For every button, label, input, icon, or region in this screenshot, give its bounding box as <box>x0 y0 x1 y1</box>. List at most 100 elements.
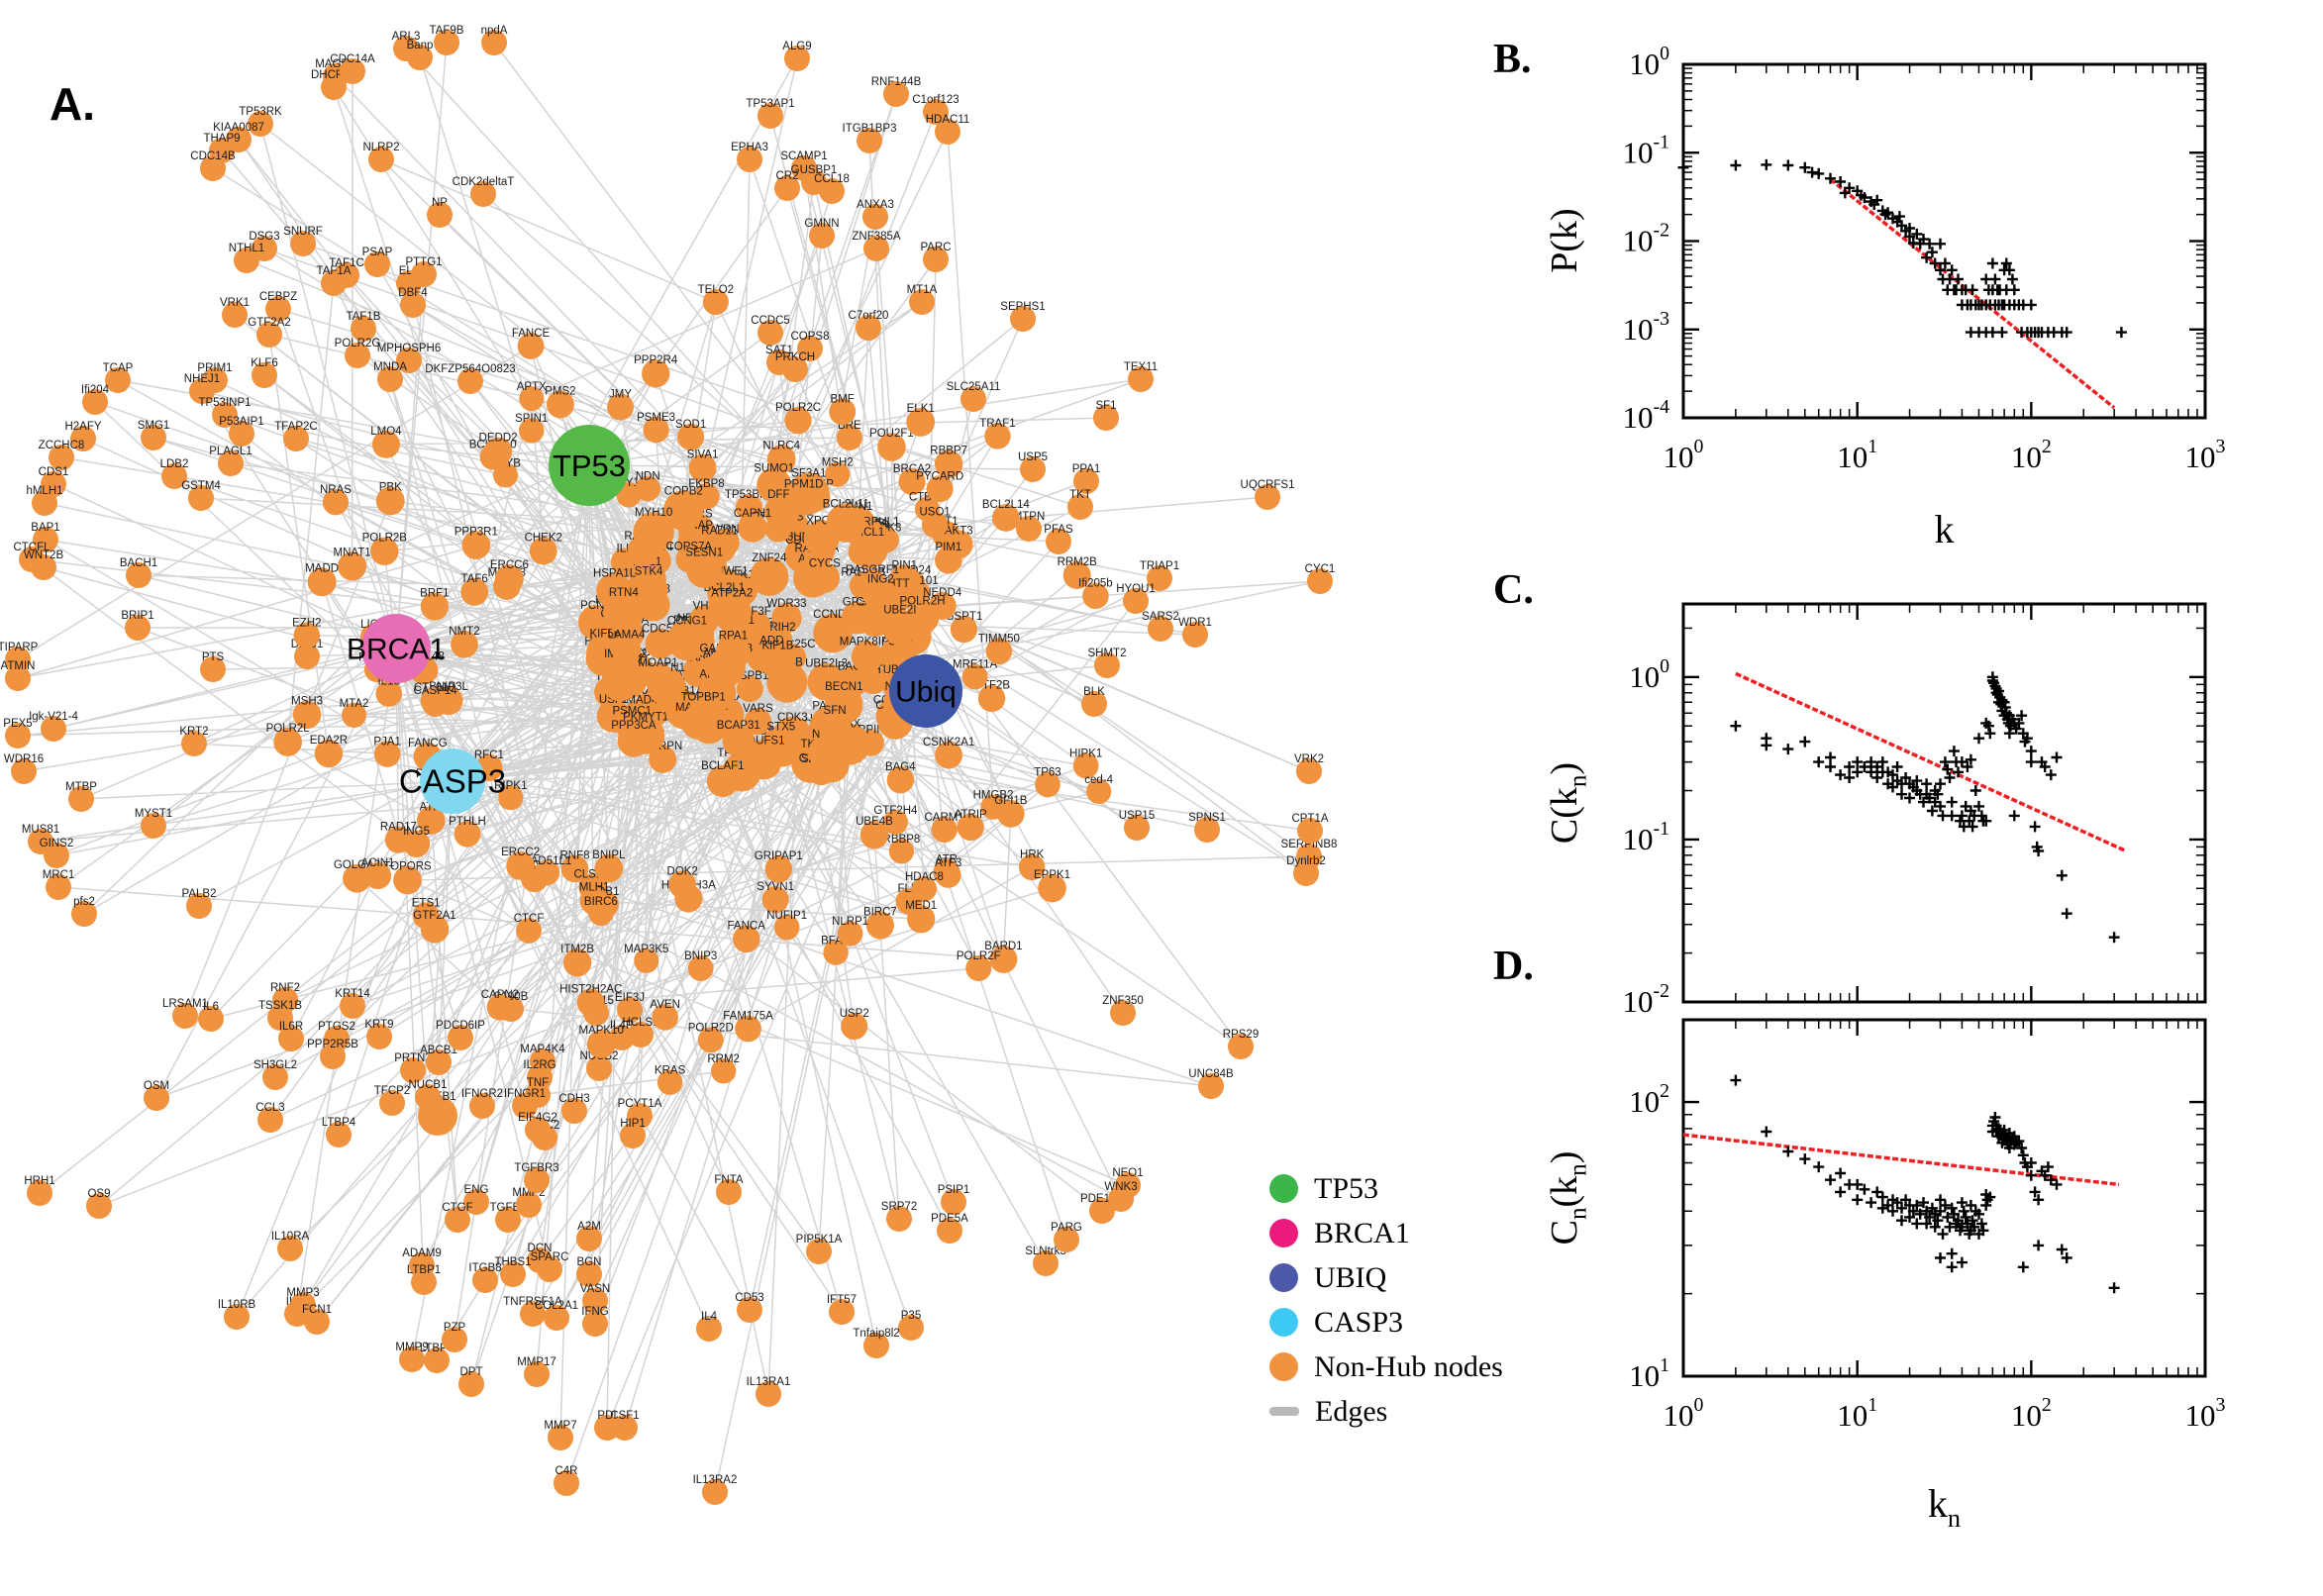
node-label: TOPORS <box>383 861 432 873</box>
network-node: MRE11A <box>953 659 998 690</box>
panel-c-label: C. <box>1493 567 1534 613</box>
network-node: IL6R <box>278 1021 304 1051</box>
node-label: PRTN3 <box>394 1052 432 1064</box>
node-label: WDR16 <box>4 753 44 765</box>
node-label: FKBP8 <box>688 478 724 490</box>
node-label: SERPINB8 <box>1281 839 1338 850</box>
node-label: KIF5B <box>590 628 622 640</box>
node-label: MPHOSPH6 <box>377 343 442 354</box>
node-label: MYH10 <box>635 507 672 519</box>
node-label: DBF4 <box>398 287 428 299</box>
node-label: LMO4 <box>370 426 402 438</box>
network-node: HDAC8 <box>905 871 944 902</box>
node-label: MNDA <box>373 361 407 373</box>
node-label: COL2A1 <box>535 1300 578 1312</box>
node-label: RASGRF1 <box>846 564 899 576</box>
network-node: BCLAF1 <box>701 760 745 798</box>
node-label: BMF <box>831 393 855 405</box>
network-node: SHMT2 <box>1088 648 1126 678</box>
network-node: DEDD2 <box>479 433 518 466</box>
node-label: USO1 <box>919 507 950 519</box>
network-node: WDR16 <box>4 753 44 784</box>
node-swatch-icon <box>1269 1308 1298 1337</box>
svg-text:10-4​: 10-4​ <box>1622 396 1669 435</box>
network-node: SYVN1 <box>757 881 794 914</box>
node-label: MAPK8IP3 <box>840 636 895 648</box>
network-node: CASP14 <box>414 685 457 717</box>
node-label: GTF2A1 <box>413 910 455 922</box>
node-label: MLH1 <box>579 881 610 893</box>
network-node: ING5 <box>402 826 431 858</box>
network-node: MAP3K5 <box>624 944 668 973</box>
network-node: PZP <box>442 1322 467 1352</box>
network-node: CCDC5 <box>751 315 790 346</box>
network-node: MMP9 <box>395 1342 429 1372</box>
axes <box>1681 602 2207 1004</box>
node-label: SRP72 <box>881 1201 917 1213</box>
node-label: ERCC2 <box>501 847 540 858</box>
node-label: PTTG1 <box>405 256 442 268</box>
network-node: SOD1 <box>675 419 706 450</box>
node-label: ERCC6 <box>490 559 529 571</box>
legend: TP53 BRCA1 UBIQ CASP3 Non-Hub nodes Edges <box>1269 1166 1503 1434</box>
node-label: MED1 <box>905 900 937 912</box>
network-node: LAMA4 <box>608 630 646 664</box>
node-label: PLAGL1 <box>209 446 252 457</box>
network-node: DKFZP564O0823 <box>425 363 516 394</box>
network-node: MYH10 <box>633 507 674 553</box>
network-node: FANCA <box>728 921 765 953</box>
node-label: DOK2 <box>667 865 698 877</box>
node-label: DSG3 <box>249 231 279 243</box>
network-node: TNFRSF1A <box>503 1296 562 1327</box>
node-swatch-icon <box>1269 1263 1298 1292</box>
node-label: SYVN1 <box>757 881 794 893</box>
network-node: RBBP7 <box>930 446 967 478</box>
node-label: ITM2B <box>560 944 594 955</box>
network-node: Dynlrb2 <box>1286 855 1326 886</box>
node-label: MYST1 <box>135 808 172 820</box>
network-node: P53AIP1 <box>219 416 264 447</box>
network-node: IFT57 <box>827 1294 857 1325</box>
node-label: npdA <box>481 25 508 37</box>
node-label: CCDC5 <box>751 315 790 327</box>
node-label: PRKCH <box>775 351 815 363</box>
network-node: CPT1A <box>1291 813 1329 844</box>
node-label: PYCARD <box>916 470 963 482</box>
network-node: SLNtrk3 <box>1025 1246 1066 1276</box>
y-axis-title: C(kn​) <box>1544 762 1592 844</box>
node-label: CR2 <box>775 170 798 182</box>
panel-d-label: D. <box>1493 944 1534 989</box>
network-node: PLAGL1 <box>209 446 252 476</box>
network-node: TAF1A <box>317 265 352 296</box>
svg-text:100​: 100​ <box>1629 43 1669 81</box>
network-node: NLRC4 <box>762 440 801 473</box>
node-label: MRC1 <box>43 869 75 881</box>
node-label: IL4R <box>610 1020 634 1032</box>
node-label: ING2 <box>867 573 894 585</box>
panel-b-label: B. <box>1493 37 1532 82</box>
network-node: PTHLH <box>449 816 486 848</box>
network-node: PRKCH <box>775 351 815 382</box>
network-node: LRSAM1 <box>162 998 208 1029</box>
network-node: RRM2B <box>1058 556 1097 590</box>
node-label: TSSK1B <box>258 1000 302 1012</box>
network-node: BACH1 <box>120 557 157 588</box>
network-node: BCL2L11 <box>823 498 869 543</box>
network-node: SFN <box>818 705 852 744</box>
node-label: IL6R <box>279 1021 303 1033</box>
network-node: MTBP <box>65 781 97 812</box>
node-label: BNIPL <box>592 849 626 861</box>
node-label: CDH3 <box>558 1093 589 1105</box>
node-swatch-icon <box>1269 1352 1298 1381</box>
node-label: UBE4B <box>856 816 893 828</box>
node-label: MAP3K5 <box>624 944 668 955</box>
network-node: BAG4 <box>885 761 916 794</box>
network-node: FCN1 <box>302 1304 332 1335</box>
node-label: CARM1 <box>924 812 963 824</box>
node-label: POLR2B <box>362 533 408 545</box>
network-node: PRTN3 <box>394 1052 432 1083</box>
node-label: IFT57 <box>827 1294 857 1306</box>
node-label: pfs2 <box>73 896 95 908</box>
fit-line <box>1682 1133 2120 1187</box>
node-label: NHEJ1 <box>184 373 220 385</box>
